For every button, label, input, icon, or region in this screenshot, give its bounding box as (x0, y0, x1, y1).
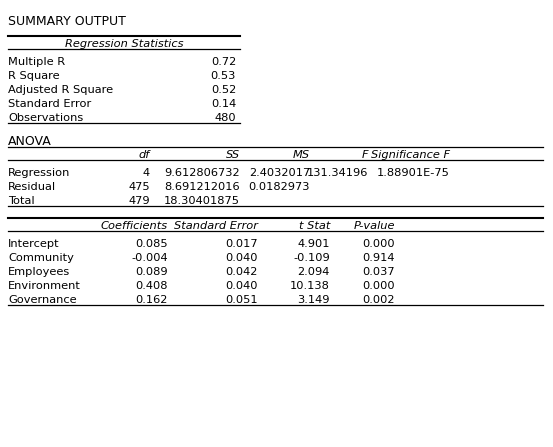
Text: Significance F: Significance F (371, 150, 450, 160)
Text: Residual: Residual (8, 182, 56, 192)
Text: 4: 4 (143, 168, 150, 178)
Text: Regression: Regression (8, 168, 70, 178)
Text: Multiple R: Multiple R (8, 57, 65, 67)
Text: 0.408: 0.408 (135, 281, 168, 291)
Text: -0.004: -0.004 (132, 253, 168, 263)
Text: 475: 475 (128, 182, 150, 192)
Text: 9.612806732: 9.612806732 (164, 168, 240, 178)
Text: -0.109: -0.109 (293, 253, 330, 263)
Text: 480: 480 (215, 113, 236, 123)
Text: 1.88901E-75: 1.88901E-75 (377, 168, 450, 178)
Text: SS: SS (226, 150, 240, 160)
Text: 0.051: 0.051 (226, 295, 258, 305)
Text: 0.0182973: 0.0182973 (248, 182, 310, 192)
Text: F: F (362, 150, 368, 160)
Text: 2.4032017: 2.4032017 (249, 168, 310, 178)
Text: Community: Community (8, 253, 74, 263)
Text: 0.040: 0.040 (226, 281, 258, 291)
Text: df: df (139, 150, 150, 160)
Text: t Stat: t Stat (299, 221, 330, 231)
Text: 0.000: 0.000 (362, 281, 395, 291)
Text: ANOVA: ANOVA (8, 135, 52, 148)
Text: MS: MS (293, 150, 310, 160)
Text: 0.162: 0.162 (135, 295, 168, 305)
Text: R Square: R Square (8, 71, 60, 81)
Text: 0.089: 0.089 (135, 267, 168, 277)
Text: Standard Error: Standard Error (174, 221, 258, 231)
Text: 0.085: 0.085 (135, 239, 168, 249)
Text: 0.042: 0.042 (226, 267, 258, 277)
Text: Adjusted R Square: Adjusted R Square (8, 85, 113, 95)
Text: P-value: P-value (353, 221, 395, 231)
Text: Standard Error: Standard Error (8, 99, 91, 109)
Text: 0.040: 0.040 (226, 253, 258, 263)
Text: 131.34196: 131.34196 (306, 168, 368, 178)
Text: Regression Statistics: Regression Statistics (65, 39, 183, 49)
Text: Employees: Employees (8, 267, 70, 277)
Text: 0.017: 0.017 (226, 239, 258, 249)
Text: 0.53: 0.53 (211, 71, 236, 81)
Text: 0.000: 0.000 (362, 239, 395, 249)
Text: 0.037: 0.037 (362, 267, 395, 277)
Text: 10.138: 10.138 (290, 281, 330, 291)
Text: 3.149: 3.149 (298, 295, 330, 305)
Text: Environment: Environment (8, 281, 81, 291)
Text: 4.901: 4.901 (298, 239, 330, 249)
Text: Coefficients: Coefficients (101, 221, 168, 231)
Text: SUMMARY OUTPUT: SUMMARY OUTPUT (8, 15, 126, 28)
Text: Total: Total (8, 196, 35, 206)
Text: Governance: Governance (8, 295, 77, 305)
Text: 18.30401875: 18.30401875 (164, 196, 240, 206)
Text: 0.14: 0.14 (211, 99, 236, 109)
Text: 479: 479 (128, 196, 150, 206)
Text: 0.002: 0.002 (363, 295, 395, 305)
Text: 0.914: 0.914 (363, 253, 395, 263)
Text: Observations: Observations (8, 113, 84, 123)
Text: 0.52: 0.52 (211, 85, 236, 95)
Text: 2.094: 2.094 (298, 267, 330, 277)
Text: 0.72: 0.72 (211, 57, 236, 67)
Text: 8.691212016: 8.691212016 (164, 182, 240, 192)
Text: Intercept: Intercept (8, 239, 60, 249)
